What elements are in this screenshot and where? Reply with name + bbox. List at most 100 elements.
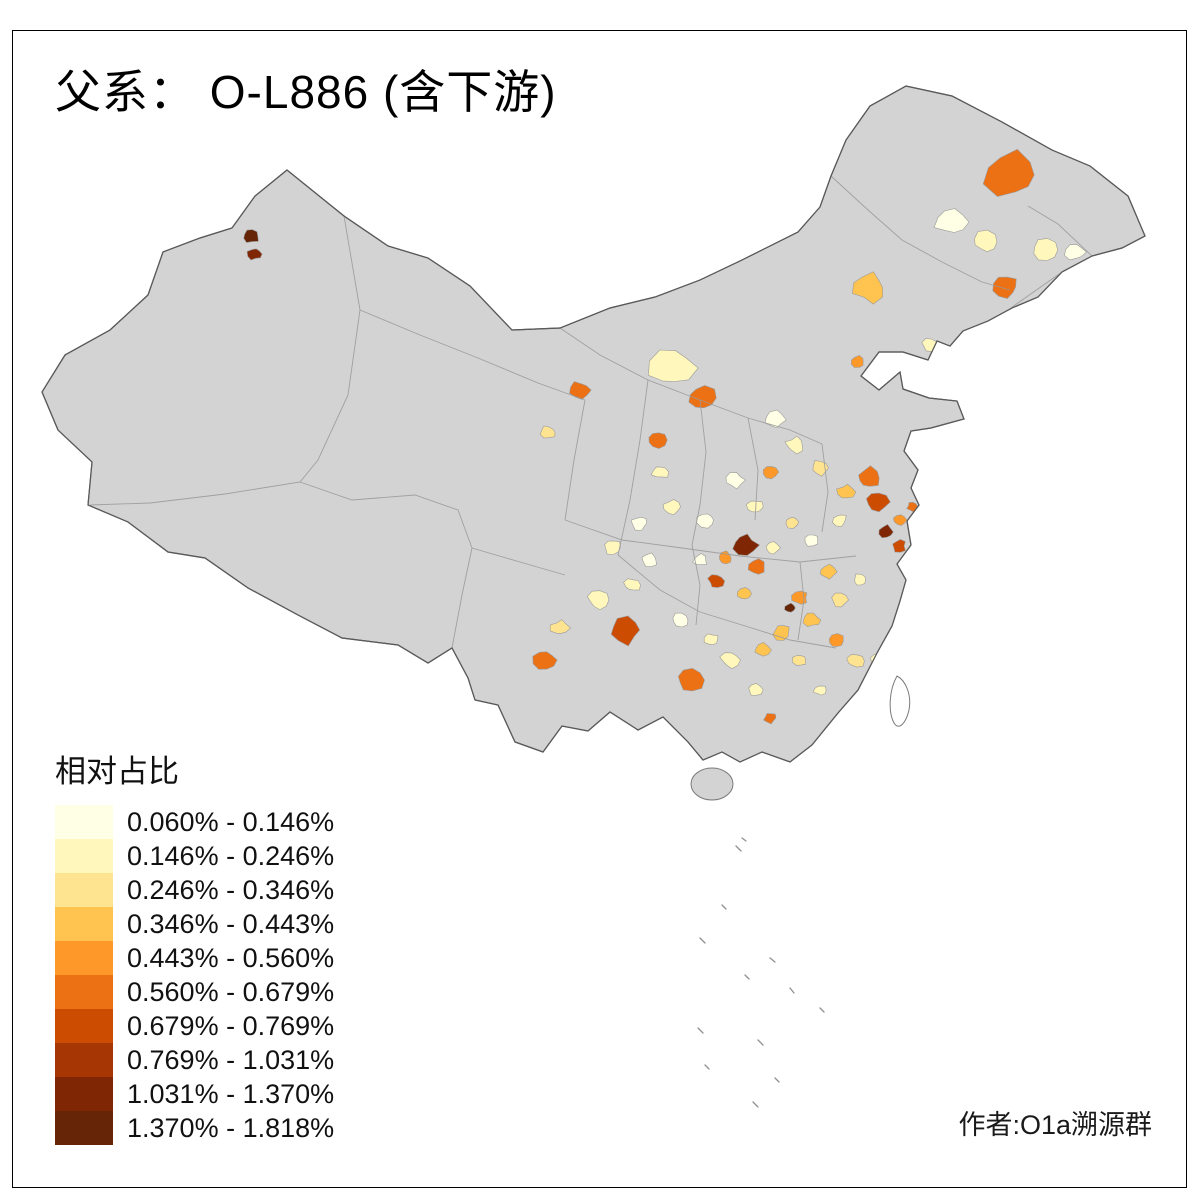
prefecture-region — [866, 492, 891, 513]
prefecture-region — [672, 612, 689, 628]
legend-label: 0.560% - 0.679% — [127, 976, 335, 1007]
prefecture-region — [858, 465, 880, 487]
south-china-sea-islets — [697, 837, 825, 1108]
prefecture-region — [692, 553, 707, 565]
legend-label: 0.060% - 0.146% — [127, 806, 335, 837]
prefecture-region — [677, 667, 705, 692]
legend-swatch — [55, 941, 113, 975]
prefecture-region — [982, 148, 1035, 197]
legend-swatch — [55, 907, 113, 941]
legend-swatch — [55, 839, 113, 873]
prefecture-region — [828, 633, 844, 647]
prefecture-region — [784, 602, 796, 613]
prefecture-region — [243, 229, 259, 243]
legend-label: 0.679% - 0.769% — [127, 1010, 335, 1041]
prefecture-region — [688, 385, 717, 409]
legend-row: 0.146% - 0.246% — [55, 839, 334, 873]
hainan-island — [690, 767, 734, 801]
legend: 相对占比 0.060% - 0.146% 0.146% - 0.246% 0.246… — [55, 746, 334, 1145]
legend-row: 0.679% - 0.769% — [55, 1009, 334, 1043]
prefecture-region — [1064, 244, 1087, 261]
choropleth-regions — [243, 148, 1114, 725]
prefecture-region — [878, 524, 894, 539]
legend-row: 0.346% - 0.443% — [55, 907, 334, 941]
prefecture-region — [586, 590, 610, 611]
china-mainland — [41, 85, 1146, 763]
legend-swatch — [55, 1043, 113, 1077]
prefecture-region — [1033, 238, 1059, 261]
prefecture-region — [648, 349, 699, 382]
prefecture-region — [549, 619, 572, 634]
legend-label: 1.031% - 1.370% — [127, 1078, 335, 1109]
legend-row: 0.769% - 1.031% — [55, 1043, 334, 1077]
prefecture-region — [846, 654, 865, 668]
legend-row: 0.060% - 0.146% — [55, 805, 334, 839]
prefecture-region — [736, 587, 752, 600]
prefecture-region — [802, 612, 822, 627]
prefecture-region — [610, 615, 641, 647]
prefecture-region — [623, 578, 641, 591]
legend-label: 0.346% - 0.443% — [127, 908, 335, 939]
prefecture-region — [1088, 256, 1114, 279]
prefecture-region — [892, 539, 906, 553]
prefecture-region — [641, 552, 657, 567]
prefecture-region — [785, 516, 800, 529]
legend-row: 1.370% - 1.818% — [55, 1111, 334, 1145]
legend-swatch — [55, 975, 113, 1009]
prefecture-region — [569, 381, 592, 400]
prefecture-region — [662, 499, 681, 516]
legend-swatch — [55, 1077, 113, 1111]
taiwan-island — [889, 675, 911, 727]
prefecture-region — [246, 248, 263, 261]
prefecture-region — [893, 514, 908, 526]
prefecture-region — [762, 466, 780, 480]
prefecture-region — [784, 435, 804, 455]
prefecture-region — [836, 483, 857, 499]
legend-rows: 0.060% - 0.146% 0.146% - 0.246% 0.246% - 0… — [55, 805, 334, 1145]
author-credit: 作者:O1a溯源群 — [958, 1110, 1152, 1140]
prefecture-region — [630, 516, 648, 531]
legend-row: 1.031% - 1.370% — [55, 1077, 334, 1111]
prefecture-region — [707, 574, 726, 588]
prefecture-region — [747, 558, 765, 575]
legend-label: 0.769% - 1.031% — [127, 1044, 335, 1075]
prefecture-region — [992, 276, 1017, 299]
legend-label: 0.443% - 0.560% — [127, 942, 335, 973]
legend-row: 0.560% - 0.679% — [55, 975, 334, 1009]
legend-swatch — [55, 805, 113, 839]
legend-row: 0.246% - 0.346% — [55, 873, 334, 907]
prefecture-region — [746, 500, 764, 513]
prefecture-region — [766, 541, 781, 555]
prefecture-region — [850, 354, 864, 368]
prefecture-region — [754, 642, 772, 657]
prefecture-region — [832, 514, 847, 528]
prefecture-region — [725, 472, 747, 490]
legend-swatch — [55, 1111, 113, 1145]
prefecture-region — [804, 534, 819, 547]
legend-swatch — [55, 1009, 113, 1043]
prefecture-region — [648, 432, 668, 449]
prefecture-region — [532, 651, 558, 670]
prefecture-region — [703, 633, 719, 645]
prefecture-region — [748, 683, 764, 696]
prefecture-region — [791, 655, 807, 666]
prefecture-region — [854, 573, 866, 586]
legend-swatch — [55, 873, 113, 907]
legend-label: 1.370% - 1.818% — [127, 1112, 335, 1143]
prefecture-region — [732, 533, 760, 556]
prefecture-region — [650, 466, 670, 478]
page-title: 父系： O-L886 (含下游) — [55, 66, 557, 118]
prefecture-region — [812, 685, 827, 696]
prefecture-region — [974, 229, 998, 253]
prefecture-region — [763, 713, 777, 725]
legend-label: 0.246% - 0.346% — [127, 874, 335, 905]
prefecture-region — [604, 540, 621, 555]
prefecture-region — [719, 652, 741, 670]
prefecture-region — [831, 592, 849, 608]
legend-row: 0.443% - 0.560% — [55, 941, 334, 975]
legend-title: 相对占比 — [55, 754, 179, 789]
prefecture-region — [820, 563, 838, 580]
china-outline — [41, 85, 1146, 763]
prefecture-region — [852, 271, 884, 305]
